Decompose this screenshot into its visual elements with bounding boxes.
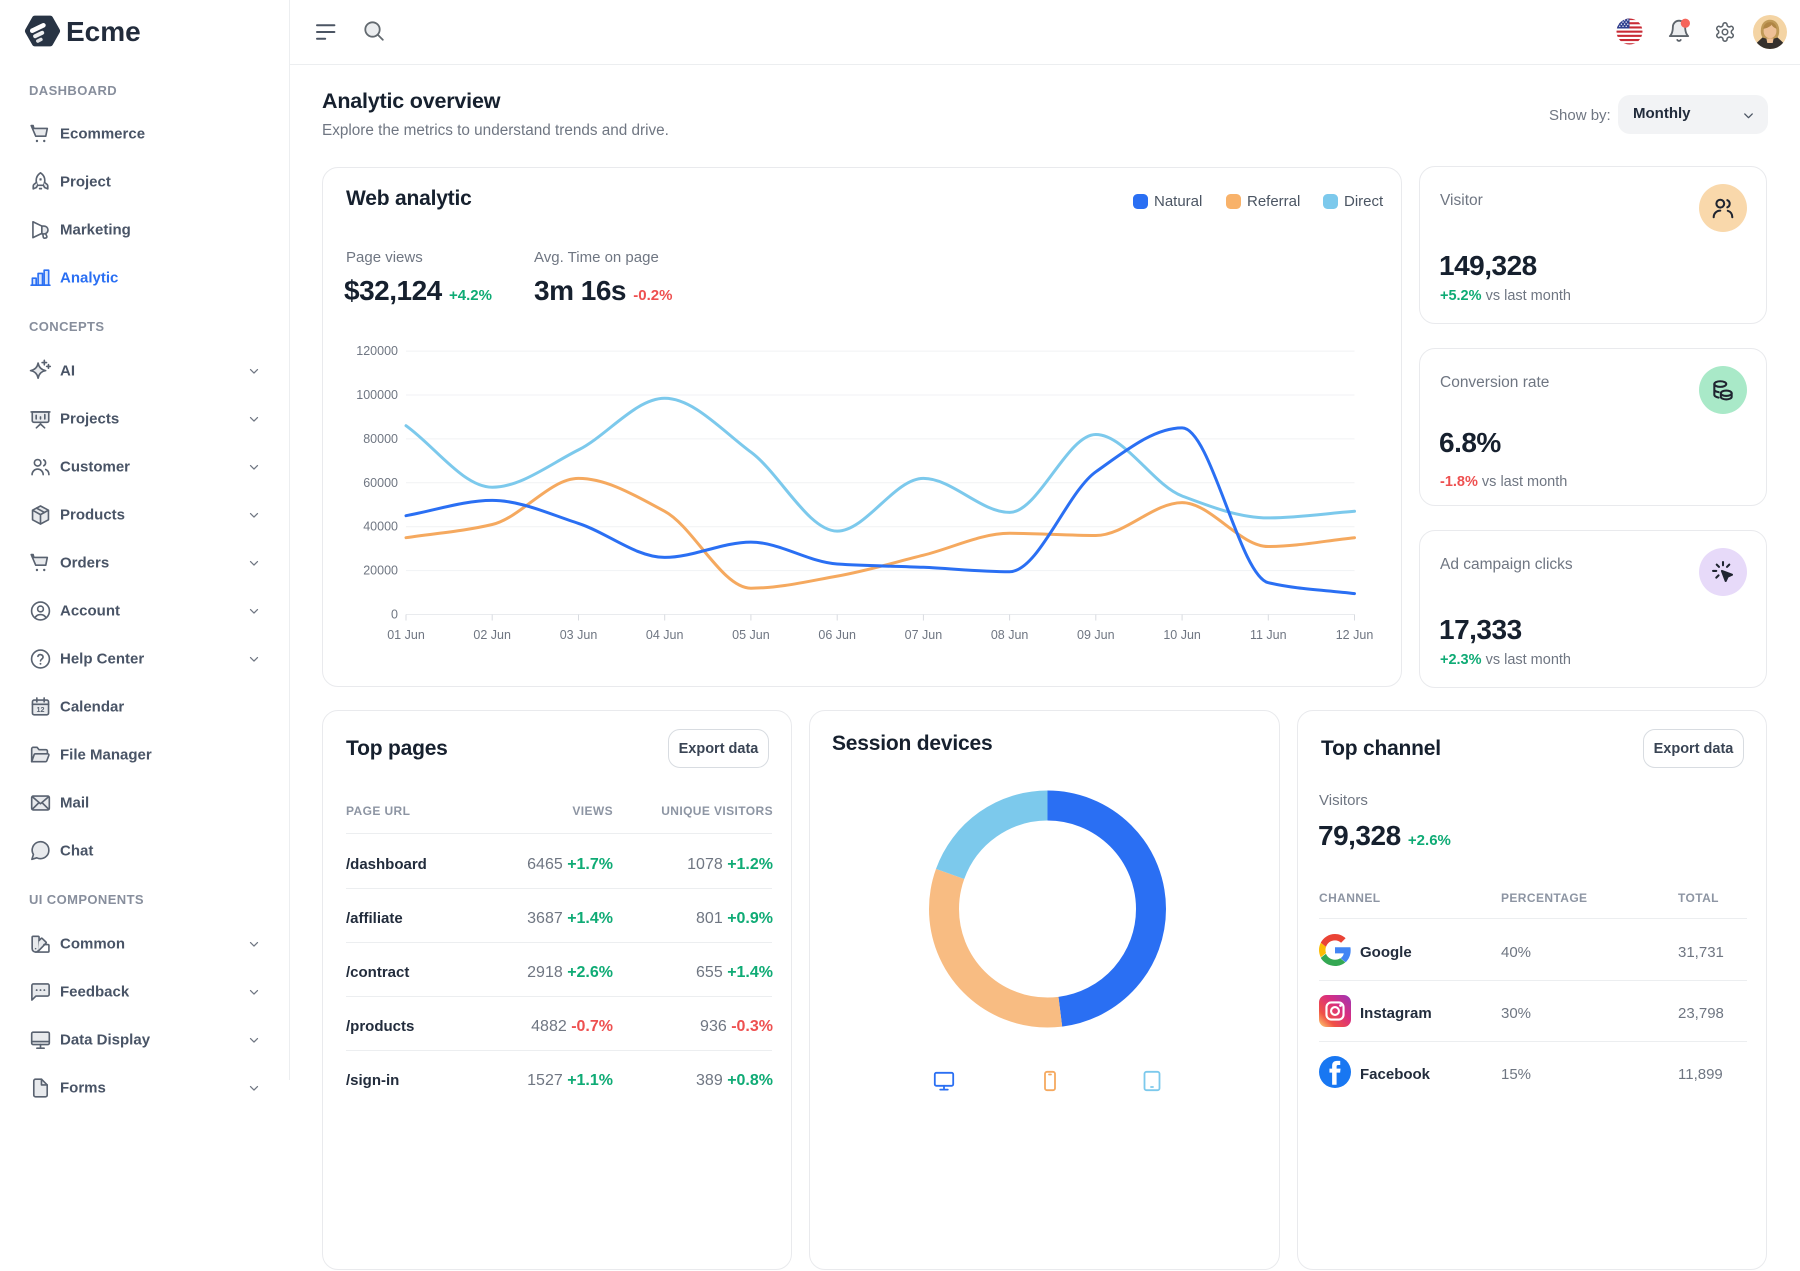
svg-text:04 Jun: 04 Jun [646, 628, 684, 641]
svg-text:03 Jun: 03 Jun [560, 628, 598, 641]
svg-text:0: 0 [391, 608, 398, 622]
svg-text:11 Jun: 11 Jun [1250, 628, 1287, 641]
svg-text:40000: 40000 [363, 520, 398, 534]
svg-text:12 Jun: 12 Jun [1336, 628, 1374, 641]
svg-text:80000: 80000 [363, 432, 398, 446]
svg-text:01 Jun: 01 Jun [387, 628, 425, 641]
svg-text:09 Jun: 09 Jun [1077, 628, 1115, 641]
svg-text:08 Jun: 08 Jun [991, 628, 1029, 641]
svg-text:06 Jun: 06 Jun [818, 628, 856, 641]
svg-text:05 Jun: 05 Jun [732, 628, 770, 641]
svg-text:120000: 120000 [356, 344, 398, 358]
svg-text:100000: 100000 [356, 388, 398, 402]
svg-text:60000: 60000 [363, 476, 398, 490]
svg-text:07 Jun: 07 Jun [905, 628, 943, 641]
svg-text:20000: 20000 [363, 564, 398, 578]
svg-text:02 Jun: 02 Jun [473, 628, 511, 641]
svg-text:10 Jun: 10 Jun [1163, 628, 1201, 641]
svg-text:12: 12 [37, 706, 45, 714]
